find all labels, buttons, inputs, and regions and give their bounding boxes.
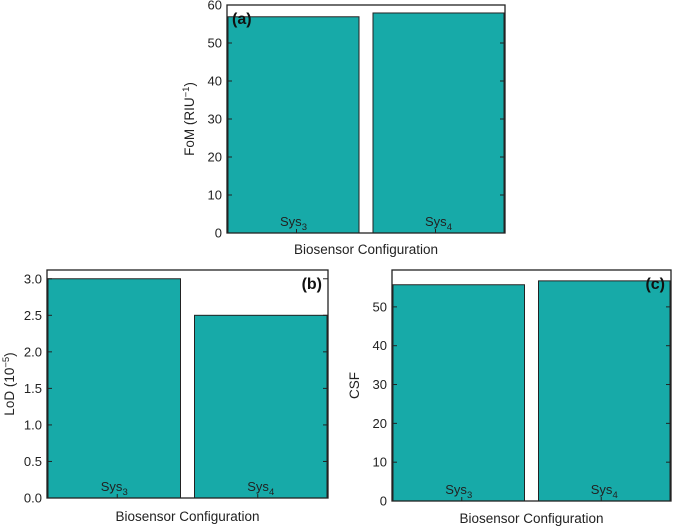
x-axis-label-a: Biosensor Configuration xyxy=(294,242,438,257)
panel-tag-a: (a) xyxy=(232,11,252,28)
x-axis-label-b: Biosensor Configuration xyxy=(115,509,259,524)
y-tick-label-a-6: 60 xyxy=(208,0,222,13)
bar-c-2 xyxy=(538,280,671,502)
category-label-c-1: Sys3 xyxy=(445,482,472,501)
category-label-b-2: Sys4 xyxy=(247,479,274,498)
y-tick-label-c-4: 40 xyxy=(373,338,387,353)
panel-c: Sys3 Sys4 0 10 20 30 40 50 Biosensor Configurati… xyxy=(347,269,672,526)
bar-b-1 xyxy=(47,278,181,499)
y-tick-label-a-1: 10 xyxy=(208,188,222,203)
y-axis-label-c: CSF xyxy=(347,372,362,399)
panel-tag-b: (b) xyxy=(302,276,322,293)
bar-a-1 xyxy=(227,16,360,234)
y-tick-label-a-5: 50 xyxy=(208,36,222,51)
y-tick-label-a-2: 20 xyxy=(208,150,222,165)
bar-a-2 xyxy=(372,12,505,234)
y-tick-label-b-0: 0.0 xyxy=(24,491,42,506)
y-axis-label-a: FoM (RIU−1) xyxy=(181,82,197,156)
y-tick-label-c-0: 0 xyxy=(380,494,387,509)
y-tick-label-c-5: 50 xyxy=(373,299,387,314)
category-label-a-1: Sys3 xyxy=(280,214,307,233)
y-tick-label-b-5: 2.5 xyxy=(24,308,42,323)
y-tick-label-a-3: 30 xyxy=(208,112,222,127)
panel-b: Sys3 Sys4 0.0 0.5 1.0 1.5 2.0 2.5 3.0 Biosensor C… xyxy=(1,269,329,524)
plot-frame-b xyxy=(46,269,329,499)
category-label-a-2: Sys4 xyxy=(425,214,452,233)
plot-frame-c xyxy=(391,269,672,502)
y-axis-label-b: LoD (10−5) xyxy=(1,352,17,415)
y-tick-label-b-3: 1.5 xyxy=(24,381,42,396)
y-tick-label-b-2: 1.0 xyxy=(24,417,42,432)
category-label-c-2: Sys4 xyxy=(591,482,618,501)
bar-c-1 xyxy=(392,284,525,502)
y-tick-label-b-1: 0.5 xyxy=(24,454,42,469)
y-tick-label-a-4: 40 xyxy=(208,74,222,89)
y-tick-label-c-2: 20 xyxy=(373,416,387,431)
x-axis-label-c: Biosensor Configuration xyxy=(459,511,603,526)
bar-b-2 xyxy=(194,314,328,499)
panel-tag-c: (c) xyxy=(645,276,665,293)
panel-a: Sys3 Sys4 0 10 20 30 40 50 60 Biosensor Configura… xyxy=(181,0,506,257)
y-tick-label-c-3: 30 xyxy=(373,377,387,392)
y-tick-label-a-0: 0 xyxy=(215,226,222,241)
category-label-b-1: Sys3 xyxy=(101,479,128,498)
y-tick-label-b-6: 3.0 xyxy=(24,271,42,286)
y-tick-label-b-4: 2.0 xyxy=(24,344,42,359)
y-tick-label-c-1: 10 xyxy=(373,455,387,470)
